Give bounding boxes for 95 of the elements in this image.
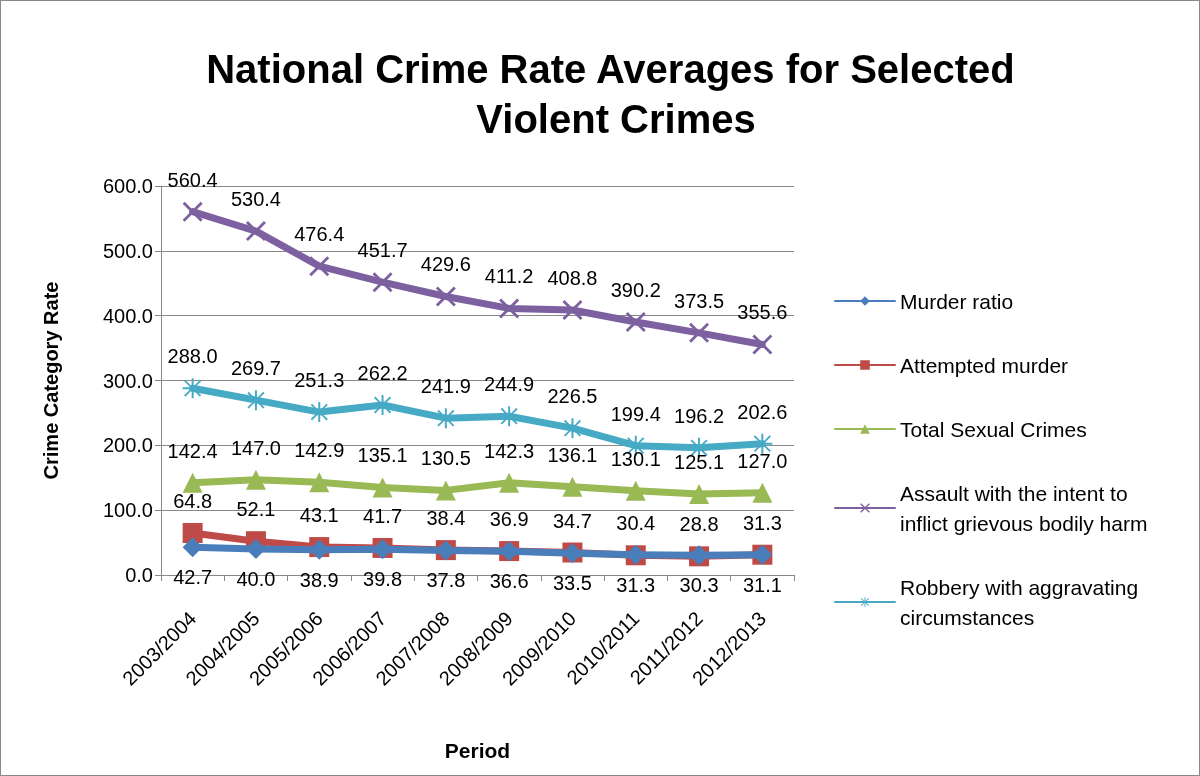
- data-label: 269.7: [230, 357, 281, 380]
- data-label: 373.5: [674, 289, 725, 312]
- data-label: 40.0: [236, 568, 276, 591]
- data-label: 147.0: [230, 436, 281, 459]
- legend-label: Murder ratio: [900, 289, 1014, 313]
- point: [435, 480, 456, 501]
- point: [562, 418, 583, 439]
- data-label: 64.8: [173, 489, 213, 512]
- data-label: 38.9: [299, 568, 339, 591]
- data-label: 241.9: [420, 375, 471, 398]
- point: [372, 395, 393, 416]
- point: [309, 256, 330, 277]
- data-label: 31.1: [742, 573, 782, 596]
- point: [752, 482, 773, 503]
- data-label: 429.6: [420, 253, 471, 276]
- data-label: 244.9: [484, 373, 535, 396]
- point: [435, 408, 456, 429]
- data-label: 390.2: [610, 279, 661, 302]
- point: [499, 472, 520, 493]
- point: [309, 402, 330, 423]
- data-label: 52.1: [236, 498, 276, 521]
- data-label: 34.7: [552, 509, 592, 532]
- chart-title: National Crime Rate Averages for Selected Violent Crimes: [206, 47, 1026, 141]
- data-label: 30.3: [679, 574, 719, 597]
- data-label: 31.3: [742, 511, 782, 534]
- y-tick-label: 600.0: [102, 175, 153, 197]
- data-label: 28.8: [679, 513, 719, 536]
- data-label: 262.2: [357, 362, 408, 385]
- data-label: 30.4: [616, 512, 656, 535]
- data-label: 196.2: [674, 404, 725, 427]
- legend-label: Total Sexual Crimes: [900, 417, 1087, 441]
- data-label: 355.6: [737, 301, 788, 324]
- y-tick-label: 300.0: [102, 369, 153, 392]
- data-label: 125.1: [674, 450, 725, 473]
- point: [562, 476, 583, 497]
- legend-label: Robbery with aggravating circumstances: [900, 575, 1139, 629]
- point: [182, 522, 203, 543]
- point: [499, 406, 520, 427]
- x-axis-title: Period: [444, 739, 511, 762]
- data-label: 411.2: [484, 265, 534, 288]
- data-label: 142.3: [484, 439, 535, 462]
- point: [435, 286, 456, 307]
- point: [372, 272, 393, 293]
- data-label: 127.0: [737, 449, 788, 472]
- point: [182, 537, 203, 558]
- data-label: 451.7: [357, 239, 408, 262]
- data-label: 36.6: [489, 570, 529, 593]
- point: [752, 433, 773, 454]
- data-label: 36.9: [489, 508, 529, 531]
- data-label: 142.4: [167, 439, 218, 462]
- point: [499, 298, 520, 319]
- data-label: 226.5: [547, 385, 598, 408]
- data-label: 33.5: [552, 572, 592, 595]
- data-label: 530.4: [230, 188, 281, 211]
- data-label: 251.3: [294, 369, 345, 392]
- legend-label: Assault with the intent to inflict grievous bodily harm: [900, 481, 1148, 535]
- data-label: 31.3: [616, 573, 656, 596]
- data-label: 130.1: [610, 447, 661, 470]
- point: [689, 322, 710, 343]
- data-label: 288.0: [167, 345, 218, 368]
- legend-label: Attempted murder: [900, 353, 1069, 377]
- point: [309, 472, 330, 493]
- point: [182, 201, 203, 222]
- point: [625, 480, 646, 501]
- data-label: 39.8: [363, 568, 403, 591]
- data-label: 42.7: [173, 566, 213, 589]
- point: [372, 477, 393, 498]
- point: [689, 483, 710, 504]
- data-label: 202.6: [737, 400, 788, 423]
- data-label: 135.1: [357, 444, 408, 467]
- data-label: 37.8: [426, 569, 466, 592]
- point: [752, 334, 773, 355]
- y-tick-label: 500.0: [102, 239, 153, 262]
- point: [182, 378, 203, 399]
- y-tick-label: 100.0: [102, 499, 153, 522]
- data-label: 43.1: [299, 504, 339, 527]
- point: [245, 469, 266, 490]
- data-label: 41.7: [363, 504, 403, 527]
- data-label: 130.5: [420, 447, 471, 470]
- data-label: 199.4: [610, 402, 661, 425]
- data-label: 38.4: [426, 507, 466, 530]
- data-label: 560.4: [167, 168, 218, 191]
- y-tick-label: 0.0: [125, 564, 153, 586]
- y-axis-title: Crime Category Rate: [40, 281, 62, 480]
- point: [625, 312, 646, 333]
- y-tick-label: 200.0: [102, 434, 153, 457]
- point: [182, 472, 203, 493]
- point: [245, 390, 266, 411]
- data-label: 142.9: [294, 439, 345, 462]
- point: [245, 221, 266, 242]
- y-tick-label: 400.0: [102, 304, 153, 327]
- point: [562, 299, 583, 320]
- data-label: 408.8: [547, 266, 598, 289]
- data-label: 136.1: [547, 443, 598, 466]
- data-label: 476.4: [294, 223, 345, 246]
